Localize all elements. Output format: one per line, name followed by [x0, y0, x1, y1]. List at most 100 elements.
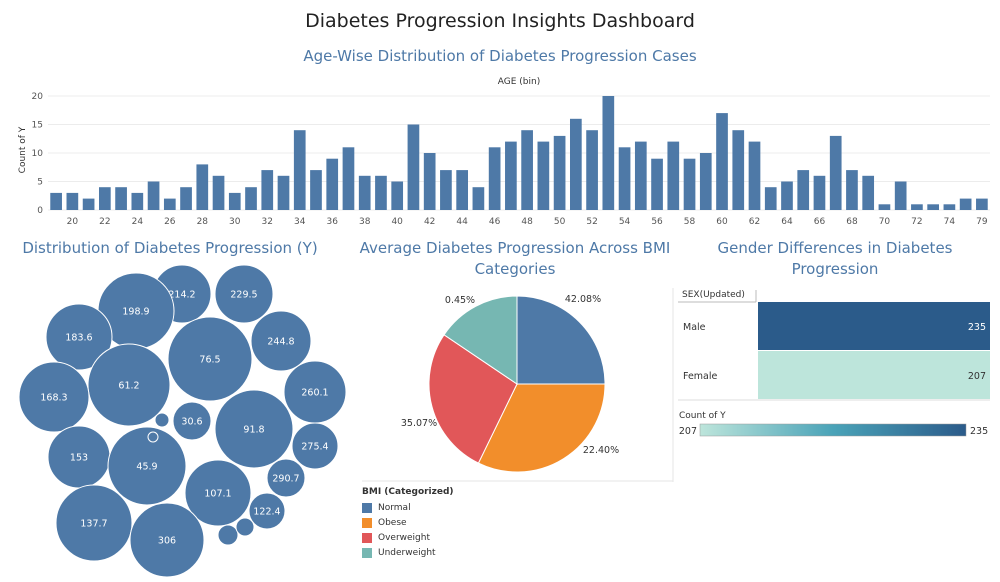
age-bar[interactable] [488, 147, 501, 210]
bubble[interactable] [214, 389, 294, 469]
age-bar[interactable] [196, 164, 209, 210]
age-bar[interactable] [391, 181, 404, 211]
age-bar[interactable] [813, 175, 826, 210]
pie-slice-normal[interactable] [516, 295, 606, 385]
bubble-label: 244.8 [267, 337, 294, 348]
age-bar[interactable] [862, 175, 875, 210]
age-bar[interactable] [212, 175, 225, 210]
bmi-legend-item[interactable]: Overweight [362, 530, 454, 545]
age-bar[interactable] [667, 141, 680, 210]
bmi-legend-item[interactable]: Normal [362, 500, 454, 515]
age-bar[interactable] [683, 158, 696, 210]
age-bar[interactable] [764, 187, 777, 210]
bmi-legend-item[interactable]: Underweight [362, 545, 454, 560]
age-bar[interactable] [829, 135, 842, 210]
gender-cell[interactable] [758, 351, 990, 399]
age-bar[interactable] [261, 170, 274, 210]
bubble-label: 229.5 [230, 290, 257, 301]
age-bar[interactable] [180, 187, 192, 210]
age-bar[interactable] [716, 113, 728, 210]
age-bar[interactable] [163, 198, 176, 210]
age-bar[interactable] [976, 198, 988, 210]
age-x-tick-label: 44 [456, 217, 468, 227]
bmi-legend-swatch [362, 547, 372, 558]
age-bar[interactable] [521, 130, 533, 210]
age-bar[interactable] [293, 130, 306, 210]
age-x-tick-label: 20 [67, 217, 79, 227]
age-bar[interactable] [878, 204, 891, 210]
age-bar[interactable] [959, 198, 972, 210]
bubble[interactable] [172, 401, 212, 441]
bubble[interactable] [87, 343, 171, 427]
bubble[interactable] [250, 310, 312, 372]
age-bar[interactable] [326, 158, 339, 210]
age-bar[interactable] [569, 118, 582, 210]
age-bar[interactable] [342, 147, 355, 210]
bubble[interactable] [214, 264, 274, 324]
age-bar[interactable] [277, 175, 290, 210]
pie-slice-obese[interactable] [477, 383, 606, 473]
age-bar[interactable] [440, 170, 452, 210]
age-bar[interactable] [732, 130, 745, 210]
bubble[interactable] [129, 502, 205, 578]
bubble-label: 214.2 [168, 290, 195, 301]
bubble[interactable] [55, 484, 133, 562]
age-x-tick-label: 26 [164, 217, 176, 227]
age-bar[interactable] [245, 187, 257, 210]
bubble-label: 168.3 [40, 393, 67, 404]
age-bar[interactable] [472, 187, 485, 210]
age-bar[interactable] [310, 170, 322, 210]
age-bar[interactable] [50, 192, 62, 210]
age-bar[interactable] [602, 96, 615, 210]
pie-slice-overweight[interactable] [428, 334, 518, 464]
age-bar[interactable] [553, 135, 566, 210]
age-bar[interactable] [358, 175, 371, 210]
age-bar[interactable] [586, 130, 598, 210]
bmi-legend-swatch [362, 502, 372, 513]
bubble[interactable] [154, 412, 170, 428]
age-bar[interactable] [781, 181, 793, 211]
age-bar[interactable] [66, 192, 79, 210]
bubble[interactable] [45, 303, 113, 371]
age-x-tick-label: 64 [781, 217, 793, 227]
age-bar[interactable] [131, 192, 144, 210]
age-bar[interactable] [943, 204, 956, 210]
age-bar[interactable] [699, 153, 712, 210]
bmi-legend-item[interactable]: Obese [362, 515, 454, 530]
age-bar[interactable] [115, 187, 127, 210]
bubble[interactable] [248, 492, 286, 530]
age-bar[interactable] [228, 192, 241, 210]
age-bar[interactable] [634, 141, 647, 210]
bubble[interactable] [266, 458, 306, 498]
age-bar[interactable] [423, 153, 436, 210]
gender-cell[interactable] [758, 302, 990, 350]
bubble[interactable] [147, 431, 159, 443]
bmi-legend-swatch [362, 532, 372, 543]
age-bar[interactable] [846, 170, 858, 210]
age-bar[interactable] [375, 175, 387, 210]
pie-slice-underweight[interactable] [443, 295, 518, 385]
age-bar[interactable] [927, 204, 940, 210]
age-bar[interactable] [456, 170, 469, 210]
bubble[interactable] [167, 316, 253, 402]
bubble[interactable] [217, 524, 239, 546]
age-bar[interactable] [651, 158, 663, 210]
age-bar[interactable] [82, 198, 95, 210]
age-bar[interactable] [748, 141, 761, 210]
age-bar[interactable] [147, 181, 160, 211]
age-bar[interactable] [618, 147, 631, 210]
age-bar[interactable] [407, 124, 420, 211]
age-bar[interactable] [911, 204, 923, 210]
bubble[interactable] [235, 517, 255, 537]
age-bar[interactable] [797, 170, 810, 210]
age-bar[interactable] [537, 141, 550, 210]
bubble[interactable] [184, 459, 252, 527]
age-bar[interactable] [505, 141, 517, 210]
bubble[interactable] [291, 422, 339, 470]
age-bar[interactable] [894, 181, 907, 211]
bubble[interactable] [107, 426, 187, 506]
bubble[interactable] [18, 361, 90, 433]
age-bar[interactable] [98, 187, 111, 210]
bubble-label: 122.4 [253, 507, 280, 518]
